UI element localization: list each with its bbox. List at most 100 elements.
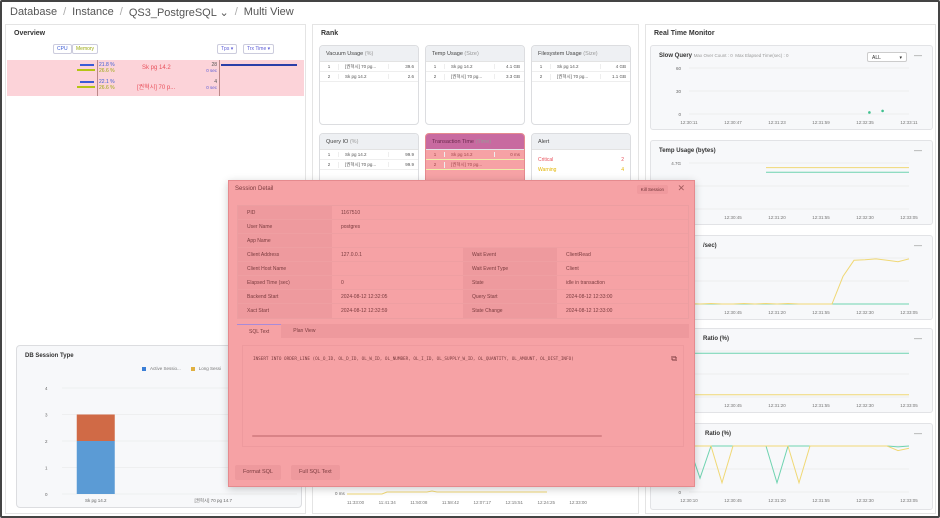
close-icon[interactable]: ✕ xyxy=(677,183,685,193)
instance-name[interactable]: Sk pg 14.2 xyxy=(142,65,171,71)
trx-time-value: 0 sec xyxy=(206,85,217,90)
x-tick-label: 12:30:45 xyxy=(724,403,742,408)
y-tick-label: 30 xyxy=(676,89,682,94)
breadcrumb-instance-select[interactable]: QS3_PostgreSQL ⌄ xyxy=(129,6,229,19)
rank-row[interactable]: 1 [권혁시] 70 pg... 39.6 xyxy=(320,62,418,72)
kill-session-button[interactable]: Kill Session xyxy=(636,185,668,194)
x-tick-label: 12:31:23 xyxy=(768,120,786,125)
sort-type-value: Tps xyxy=(221,46,230,52)
overview-title: Overview xyxy=(14,30,46,37)
more-icon[interactable]: — xyxy=(914,146,922,155)
slow-query-card: 0 30 60 12:30:11 12:30:47 12:31:23 12:31:59 12:… xyxy=(650,45,933,130)
instance-name: QS3_PostgreSQL xyxy=(128,7,217,19)
wait-type-value: Client xyxy=(566,265,579,272)
max-over-count-label: Max Over Count : xyxy=(693,53,729,58)
rank-row[interactable]: 2 Sk pg 14.2 2.6 xyxy=(320,72,418,82)
client-address-value: 127.0.0.1 xyxy=(341,251,362,258)
data-point xyxy=(868,111,871,114)
x-tick-label: 12:30:47 xyxy=(724,120,742,125)
chevron-down-icon: ⌄ xyxy=(219,7,229,19)
state-change-value: 2024-08-12 12:33:00 xyxy=(566,308,613,314)
x-tick-label: 12:33:05 xyxy=(900,310,918,315)
db-session-type-title: DB Session Type xyxy=(25,353,74,359)
more-icon[interactable]: — xyxy=(914,241,922,250)
rank-title: Rank xyxy=(321,30,339,37)
x-tick-label: 12:33:00 xyxy=(569,500,587,505)
max-over-count: 0 xyxy=(730,53,733,58)
field-label: State xyxy=(463,276,557,289)
rank-card: Vacuum Usage (%) 1 [권혁시] 70 pg... 39.6 2 Sk p… xyxy=(319,45,419,125)
x-tick-label: 12:24:25 xyxy=(537,500,555,505)
rank-card: Temp Usage (Size) 1 Sk pg 14.2 4.1 GB 2 [권혁시]… xyxy=(425,45,525,125)
sort-time-select[interactable]: Trx Time ▾ xyxy=(243,44,275,54)
backend-start-value: 2024-08-12 12:32:05 xyxy=(341,293,388,300)
rank-row[interactable]: 2 [권혁시] 70 pg... 99.9 xyxy=(320,160,418,170)
sql-text-box[interactable]: INSERT INTO ORDER_LINE (OL_O_ID, OL_D_ID… xyxy=(242,345,684,447)
x-tick-label: 12:31:20 xyxy=(768,215,786,220)
y-tick-label: 0 xyxy=(45,492,48,497)
rank-row[interactable]: 1 Sk pg 14.2 4 GB xyxy=(532,62,630,72)
legend-memory[interactable]: Memory xyxy=(72,44,99,54)
tps-value: 4 xyxy=(214,79,217,85)
rank-row[interactable]: 2 [권혁시] 70 pg... 3.3 GB xyxy=(426,72,524,82)
x-tick-label: 12:31:55 xyxy=(812,403,830,408)
legend-cpu[interactable]: CPU xyxy=(53,44,72,54)
more-icon[interactable]: — xyxy=(914,51,922,60)
slow-query-filter-select[interactable]: ALL ▾ xyxy=(867,52,907,62)
query-start-value: 2024-08-12 12:33:00 xyxy=(566,293,613,300)
x-tick-label: 12:31:20 xyxy=(768,498,786,503)
transaction-time-trend-chart: 0 ms 11:33:00 11:41:34 11:50:08 11:58:42 12:… xyxy=(327,487,632,513)
monitor-card-4: 12:30:45 12:31:20 12:31:55 12:32:30 12:33:05… xyxy=(650,328,933,413)
y-tick-label: 4.7G xyxy=(671,161,681,166)
memory-value: 26.6 % xyxy=(99,85,115,91)
x-tick-label: 12:33:05 xyxy=(900,498,918,503)
legend-long[interactable]: Long Sessi xyxy=(198,366,222,371)
more-icon[interactable]: — xyxy=(914,429,922,438)
y-tick-label: 0 xyxy=(678,490,681,495)
format-sql-button[interactable]: Format SQL xyxy=(235,465,281,480)
x-tick-label: 12:30:45 xyxy=(724,215,742,220)
rank-card: Filesystem Usage (Size) 1 Sk pg 14.2 4 GB 2[… xyxy=(531,45,631,125)
pid-value: 1167510 xyxy=(341,209,361,216)
rank-row[interactable]: 2 [권혁시] 70 pg... xyxy=(426,160,524,170)
field-label: Client Address xyxy=(238,248,332,261)
x-tick-label: 12:31:55 xyxy=(812,498,830,503)
app-value xyxy=(332,237,688,245)
x-tick-label: 12:33:11 xyxy=(900,120,918,125)
bar-segment xyxy=(76,414,115,441)
y-tick-label: 1 xyxy=(45,466,48,471)
rank-row[interactable]: 1 Sk pg 14.2 4.1 GB xyxy=(426,62,524,72)
x-tick-label: 12:30:10 xyxy=(680,498,698,503)
copy-icon[interactable]: ⧉ xyxy=(671,354,677,363)
field-label: Query Start xyxy=(463,290,557,303)
horizontal-scrollbar[interactable] xyxy=(252,435,602,437)
db-session-bar-chart: 0 1 2 3 4 Sk pg 14.2 [권혁시] 70 pg 14.7 xyxy=(45,386,297,504)
session-detail-modal: Session Detail Kill Session ✕ PID 1167510… xyxy=(228,180,695,487)
detail-tabs: SQL Text Plan View xyxy=(237,324,689,338)
more-icon[interactable]: — xyxy=(914,334,922,343)
monitor-card-5: 0 12:30:10 12:30:45 12:31:20 12:31:55 12:32:3… xyxy=(650,423,933,510)
alert-critical[interactable]: Critical 2 xyxy=(532,150,630,163)
breadcrumb-database[interactable]: Database xyxy=(10,6,58,18)
x-tick-label: 12:31:59 xyxy=(812,120,830,125)
tab-plan-view[interactable]: Plan View xyxy=(293,328,316,334)
y-tick-label: 60 xyxy=(676,66,682,71)
x-tick-label: [권혁시] 70 pg 14.7 xyxy=(195,497,233,504)
rank-row[interactable]: 1 Sk pg 14.2 99.9 xyxy=(320,150,418,160)
wait-event-value: ClientRead xyxy=(566,251,591,258)
rank-row[interactable]: 2 [권혁시] 70 pg... 1.1 GB xyxy=(532,72,630,82)
breadcrumb-instance[interactable]: Instance xyxy=(72,6,114,18)
y-tick-label: 2 xyxy=(45,439,48,444)
critical-label: Critical xyxy=(538,157,554,163)
alert-warning[interactable]: Warning 4 xyxy=(532,163,630,173)
full-sql-text-button[interactable]: Full SQL Text xyxy=(291,465,340,480)
instance-name[interactable]: [권혁시] 70 p... xyxy=(137,85,176,91)
rank-card-title: Temp Usage (Size) xyxy=(426,46,524,62)
breadcrumb: Database / Instance / QS3_PostgreSQL ⌄ / Mu… xyxy=(10,6,294,19)
field-label: Wait Event Type xyxy=(463,262,557,275)
legend-active[interactable]: Active Sessio... xyxy=(150,366,181,371)
rank-row[interactable]: 1 Sk pg 14.2 0 ms xyxy=(426,150,524,160)
sort-type-select[interactable]: Tps ▾ xyxy=(217,44,238,54)
x-tick-label: 12:32:30 xyxy=(856,215,874,220)
tab-sql-text[interactable]: SQL Text xyxy=(237,324,282,338)
